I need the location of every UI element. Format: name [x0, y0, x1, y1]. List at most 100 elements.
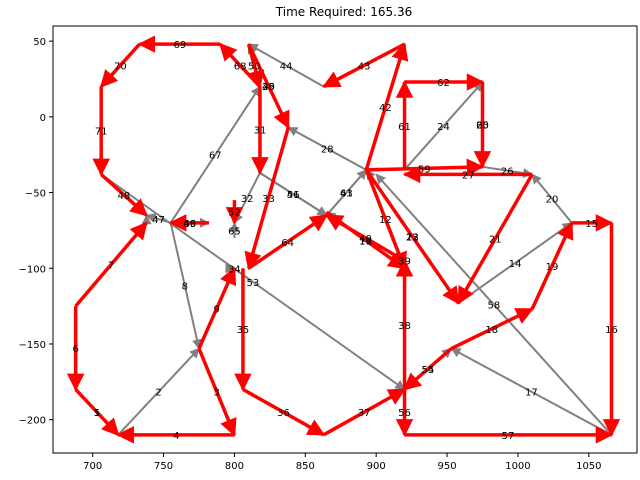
edge-67 [169, 85, 261, 224]
edge-8 [169, 222, 202, 350]
route-edge-9 [197, 266, 237, 350]
edge-label-34: 34 [228, 264, 241, 275]
edge-label-46: 46 [287, 190, 300, 201]
edge-label-61: 61 [398, 122, 411, 133]
edge-label-31: 31 [254, 126, 267, 137]
edge-label-28: 28 [321, 145, 334, 156]
edge-label-67: 67 [209, 151, 222, 162]
edges-layer [66, 35, 621, 444]
route-edge-3 [197, 347, 237, 437]
route-edge-30 [247, 43, 290, 130]
edge-label-47: 47 [152, 215, 165, 226]
edge-label-36: 36 [277, 408, 290, 419]
route-edge-19 [530, 221, 574, 310]
route-edge-7 [74, 221, 148, 308]
edge-label-4: 4 [173, 431, 179, 442]
edge-label-5: 5 [94, 408, 100, 419]
edge-label-48: 48 [118, 191, 131, 202]
edge-label-52: 52 [228, 207, 241, 218]
edge-51 [259, 172, 328, 217]
edge-label-14: 14 [509, 259, 522, 270]
edge-label-12: 12 [379, 215, 392, 226]
edge-label-6: 6 [72, 344, 78, 355]
route-edge-55 [403, 347, 453, 391]
route-edge-50 [246, 43, 265, 89]
edge-44 [247, 43, 325, 88]
edge-label-59: 59 [418, 164, 431, 175]
edge-label-22: 22 [406, 232, 419, 243]
route-edge-33 [244, 126, 290, 270]
x-tick-label: 850 [296, 461, 315, 472]
edge-label-60: 60 [476, 120, 489, 131]
edge-label-21: 21 [489, 235, 502, 246]
edge-label-23: 23 [406, 232, 419, 243]
route-edge-12 [364, 169, 407, 270]
edge-label-70: 70 [114, 61, 127, 72]
route-edge-5 [74, 388, 120, 437]
edge-label-16: 16 [605, 325, 618, 336]
edge-label-38: 38 [398, 321, 411, 332]
edge-label-13: 13 [406, 232, 419, 243]
route-edge-59 [366, 158, 485, 176]
edge-label-39: 39 [398, 257, 411, 268]
y-tick-label: −150 [19, 340, 46, 351]
edge-label-58: 58 [487, 301, 500, 312]
edge-label-53: 53 [246, 278, 259, 289]
edge-label-25: 25 [476, 120, 489, 131]
edge-label-68: 68 [234, 61, 247, 72]
edge-63 [325, 169, 368, 216]
edge-53 [100, 173, 406, 391]
edge-label-50: 50 [248, 61, 261, 72]
edge-label-41: 41 [340, 189, 353, 200]
route-edge-18 [450, 307, 534, 351]
edge-label-19: 19 [546, 262, 559, 273]
edge-label-9: 9 [214, 304, 220, 315]
edge-label-71: 71 [95, 126, 108, 137]
route-edge-36 [242, 387, 326, 437]
edge-label-42: 42 [379, 103, 392, 114]
edge-label-54: 54 [422, 365, 435, 376]
route-edge-40 [325, 213, 406, 263]
edge-label-11: 11 [359, 236, 372, 247]
edge-label-35: 35 [237, 325, 250, 336]
edge-label-1: 1 [94, 408, 100, 419]
edge-label-29: 29 [262, 82, 275, 93]
chart-title: Time Required: 165.36 [275, 5, 412, 19]
edge-label-37: 37 [358, 408, 371, 419]
edge-label-27: 27 [462, 170, 475, 181]
edge-label-45: 45 [262, 82, 275, 93]
edge-label-44: 44 [280, 61, 293, 72]
edge-label-7: 7 [108, 260, 114, 271]
x-tick-label: 900 [367, 461, 386, 472]
edge-label-51: 51 [287, 190, 300, 201]
edge-label-24: 24 [437, 122, 450, 133]
edge-label-26: 26 [501, 167, 514, 178]
edge-label-15: 15 [585, 219, 598, 230]
plot-frame [52, 25, 638, 454]
edge-label-63: 63 [340, 189, 353, 200]
edge-label-8: 8 [182, 282, 188, 293]
edge-label-10: 10 [359, 236, 372, 247]
y-tick-label: −50 [25, 189, 46, 200]
y-tick-label: 0 [40, 113, 46, 124]
edge-label-49: 49 [183, 219, 196, 230]
route-edge-23 [364, 168, 460, 305]
edge-label-57: 57 [502, 431, 515, 442]
edge-label-33: 33 [262, 194, 275, 205]
edge-label-3: 3 [214, 388, 220, 399]
edge-label-66: 66 [183, 219, 196, 230]
x-tick-label: 750 [154, 461, 173, 472]
x-tick-label: 950 [438, 461, 457, 472]
route-edge-70 [99, 42, 141, 88]
route-edge-42 [364, 42, 409, 171]
x-tick-label: 1050 [576, 461, 601, 472]
x-axis: 700 750 800 850 900 950 1000 1050 [83, 453, 602, 472]
edge-17 [450, 347, 612, 436]
edge-2 [117, 347, 200, 436]
edge-label-32: 32 [241, 194, 254, 205]
route-edge-64 [247, 213, 329, 270]
edge-20 [531, 173, 573, 224]
